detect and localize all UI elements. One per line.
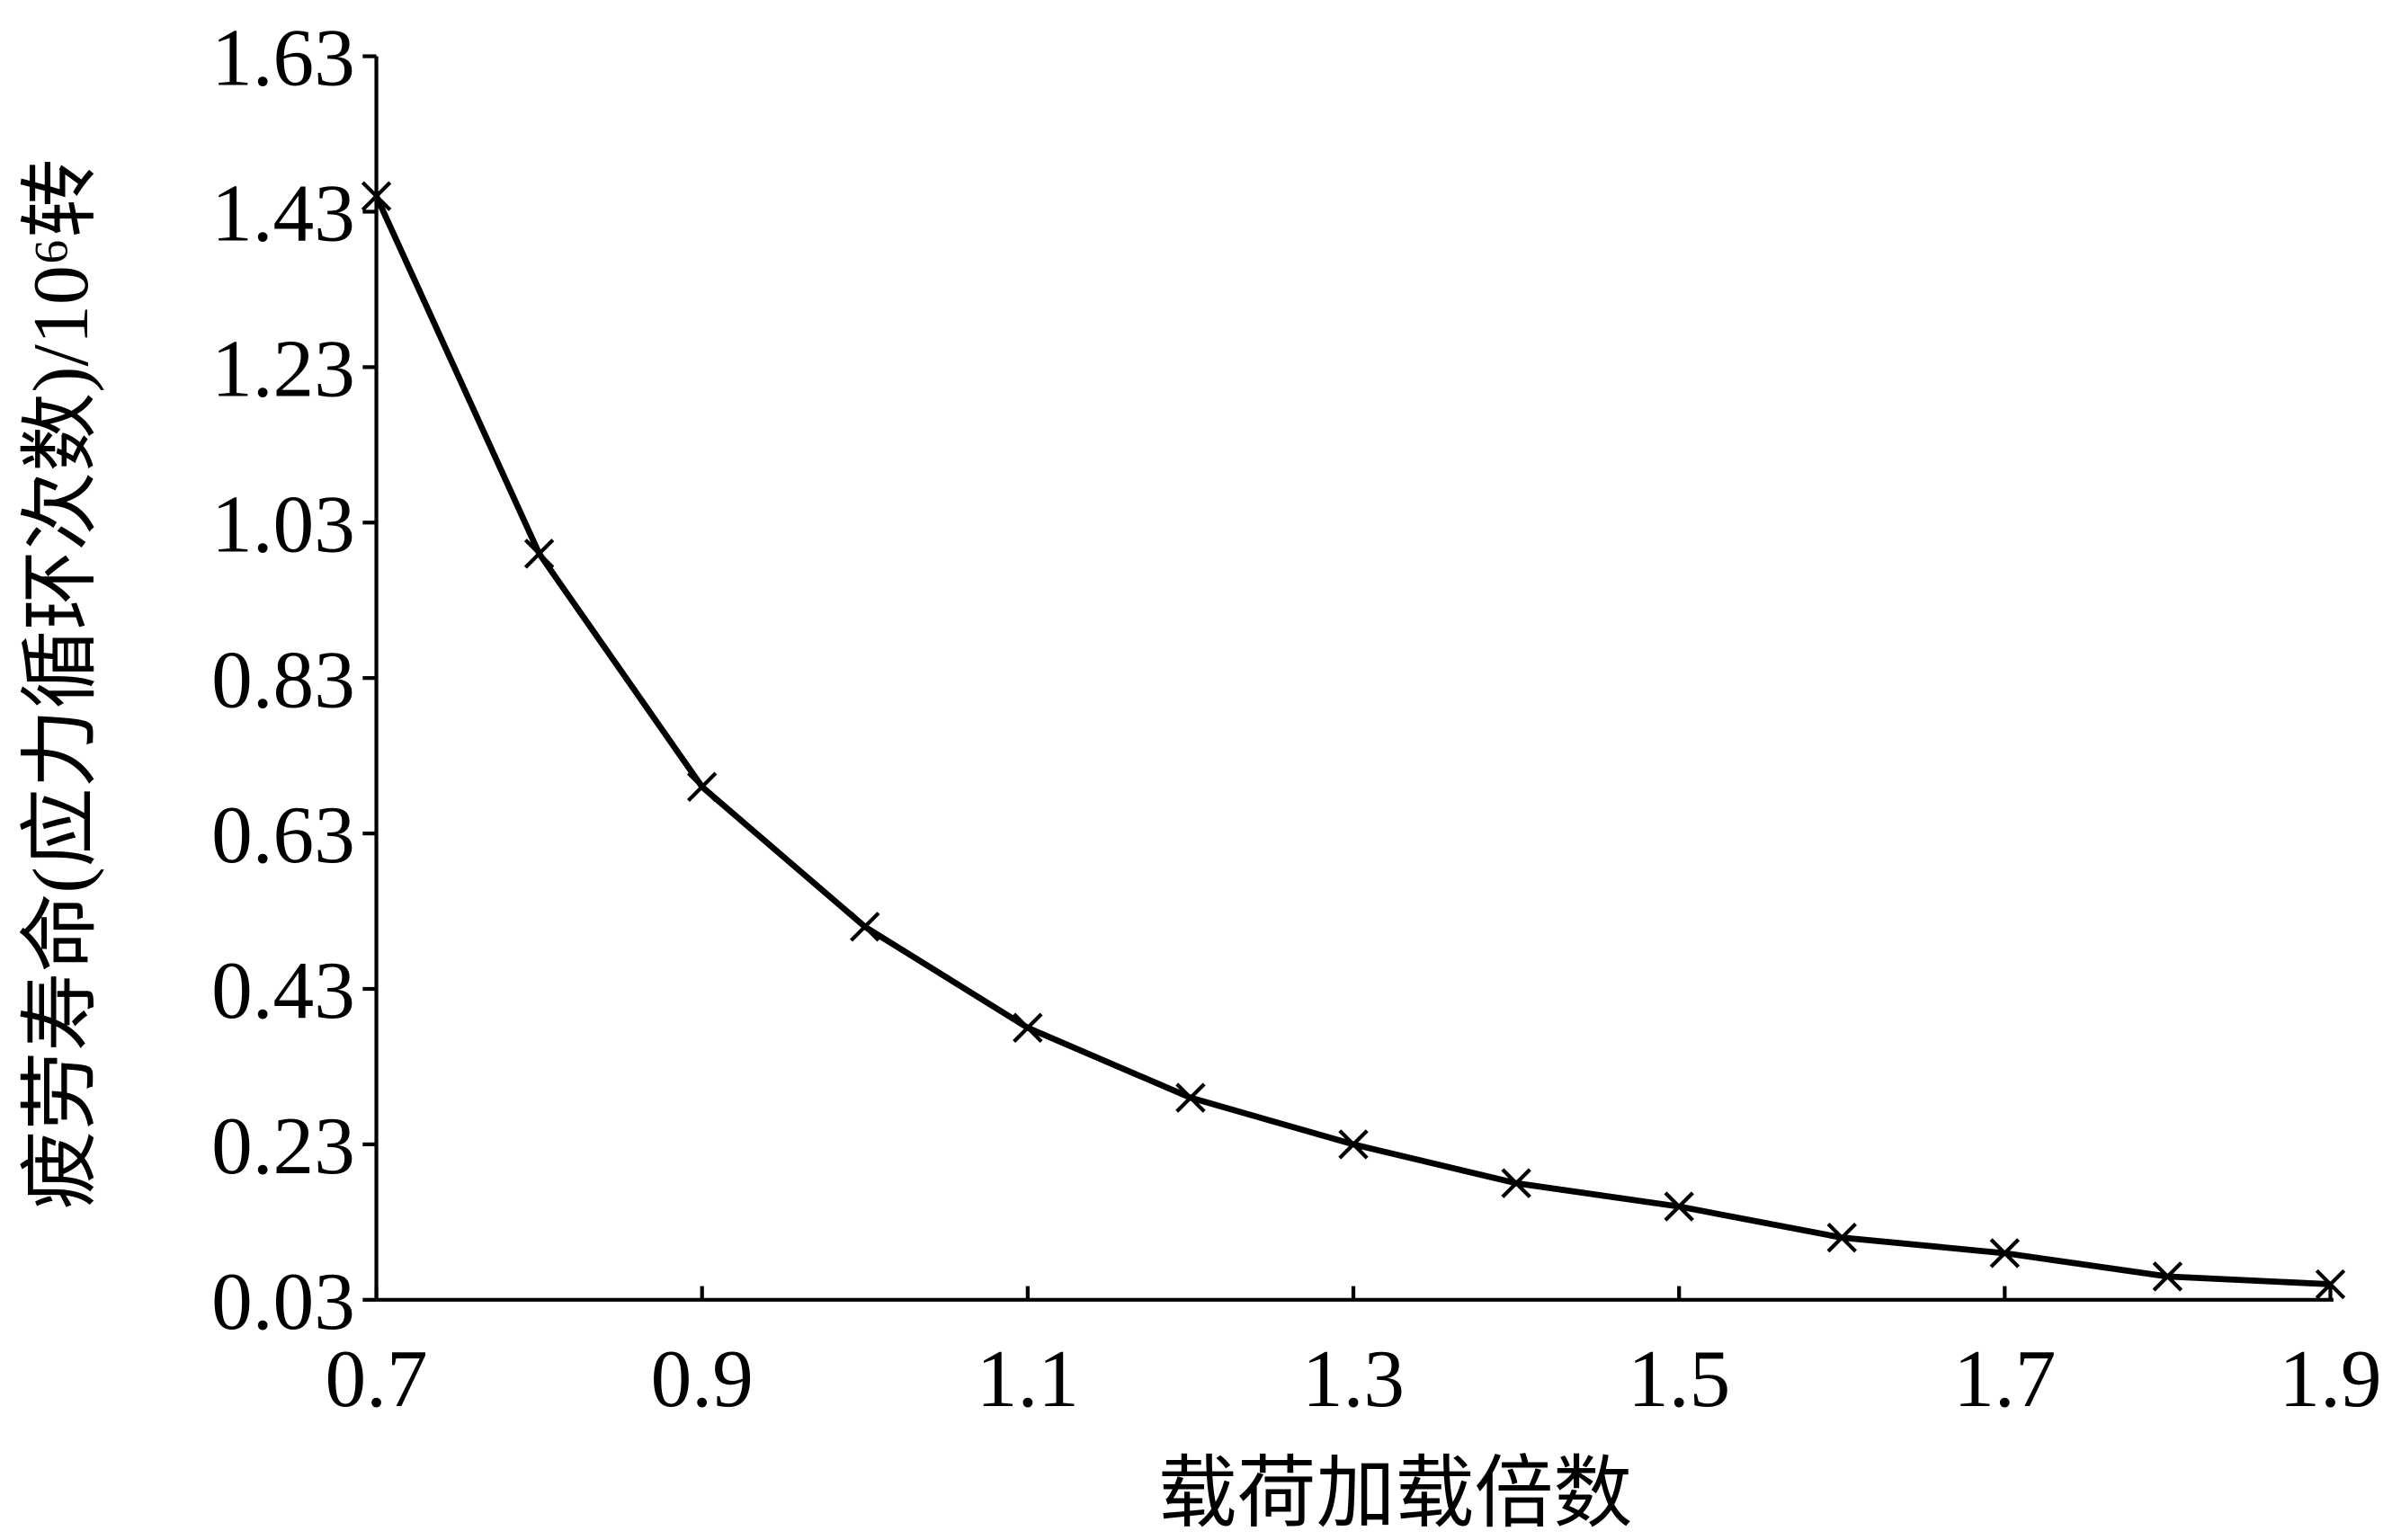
marker <box>523 539 555 569</box>
marker <box>1664 1191 1694 1222</box>
y-tick-label: 0.03 <box>211 1256 355 1347</box>
x-tick-label: 1.7 <box>1953 1333 2056 1424</box>
marker <box>1989 1238 2021 1268</box>
marker <box>1175 1082 1206 1113</box>
marker <box>361 181 392 211</box>
y-tick-label: 0.43 <box>211 945 355 1036</box>
y-tick-label: 0.83 <box>211 634 355 725</box>
x-tick-label: 1.3 <box>1302 1333 1405 1424</box>
y-tick-label: 0.23 <box>211 1100 355 1191</box>
x-tick-label: 1.9 <box>2279 1333 2381 1424</box>
marker <box>2152 1261 2183 1292</box>
x-tick-label: 0.9 <box>651 1333 754 1424</box>
y-axis-title: 疲劳寿命(应力循环次数)/10⁶转 <box>18 159 105 1210</box>
y-tick-label: 1.43 <box>211 168 355 259</box>
marker <box>1501 1168 1531 1198</box>
y-tick-label: 0.63 <box>211 789 355 880</box>
y-tick-label: 1.23 <box>211 324 355 414</box>
line-series <box>373 194 2331 1287</box>
x-tick-label: 1.5 <box>1628 1333 1730 1424</box>
x-tick-label: 1.1 <box>977 1333 1079 1424</box>
marker <box>686 771 718 802</box>
y-tick-label: 1.63 <box>211 13 355 103</box>
marker <box>2315 1268 2346 1300</box>
marker <box>850 912 880 942</box>
marker <box>1013 1012 1043 1043</box>
x-tick-label: 0.7 <box>325 1333 427 1424</box>
y-tick-label: 1.03 <box>211 478 355 569</box>
marker <box>1826 1222 1857 1253</box>
marker <box>1338 1129 1369 1160</box>
x-axis-title: 载荷加载倍数 <box>1158 1451 1633 1538</box>
